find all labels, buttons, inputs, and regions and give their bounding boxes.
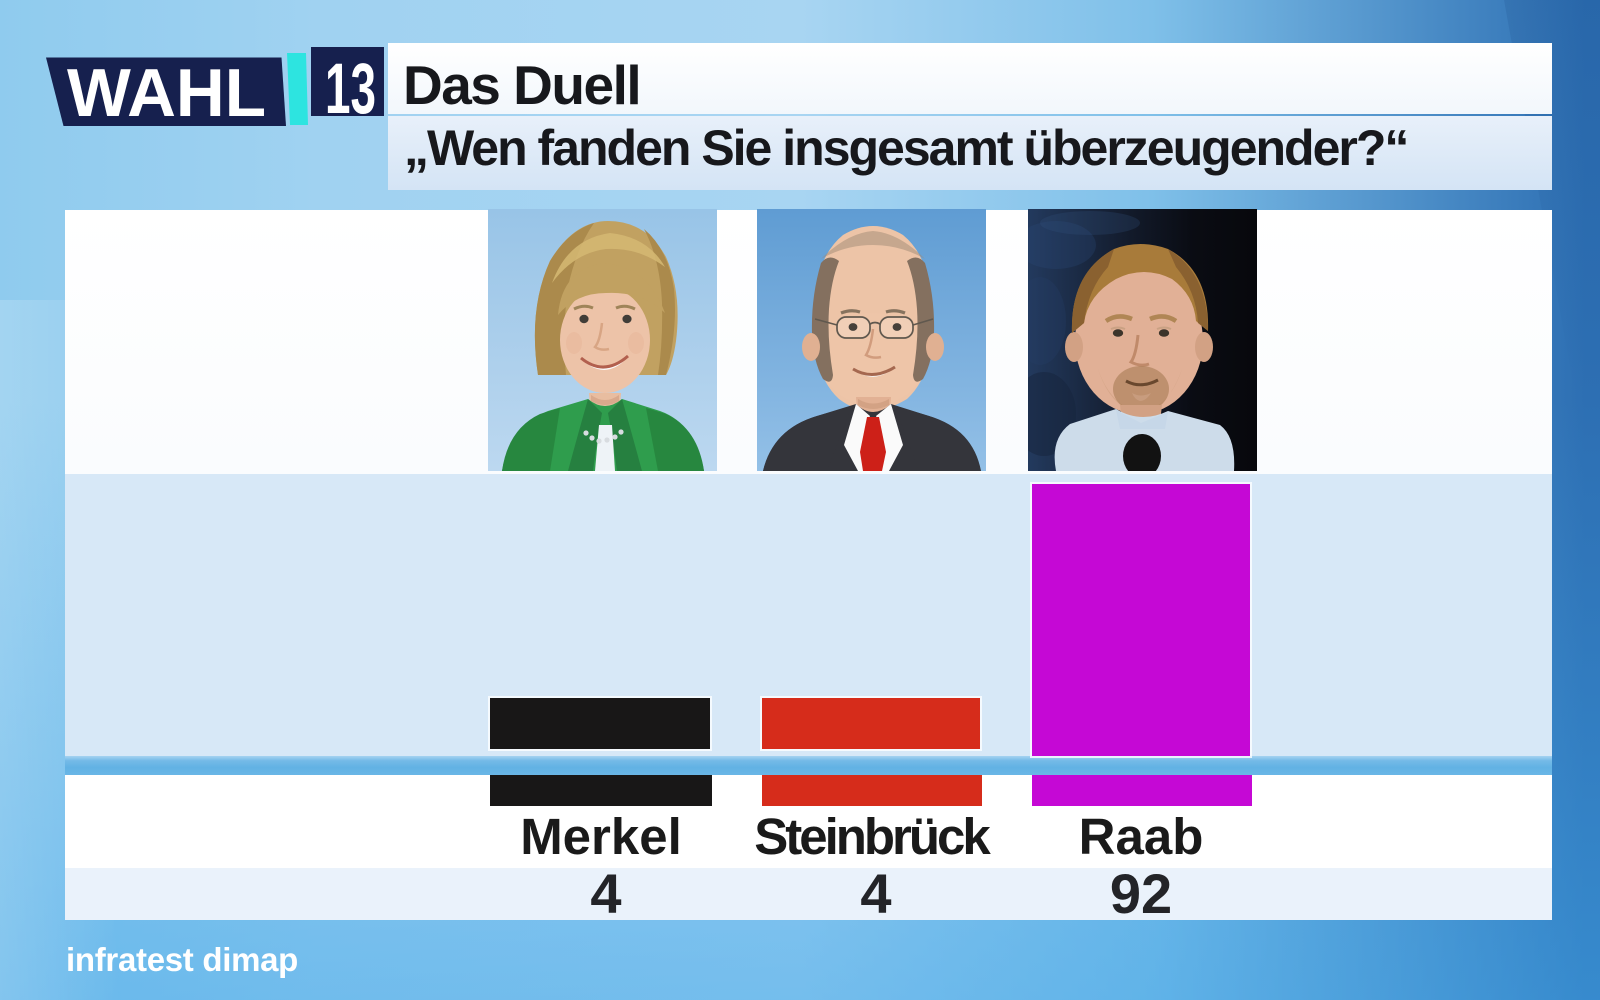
svg-text:13: 13 — [325, 50, 376, 129]
svg-text:WAHL: WAHL — [67, 55, 266, 131]
